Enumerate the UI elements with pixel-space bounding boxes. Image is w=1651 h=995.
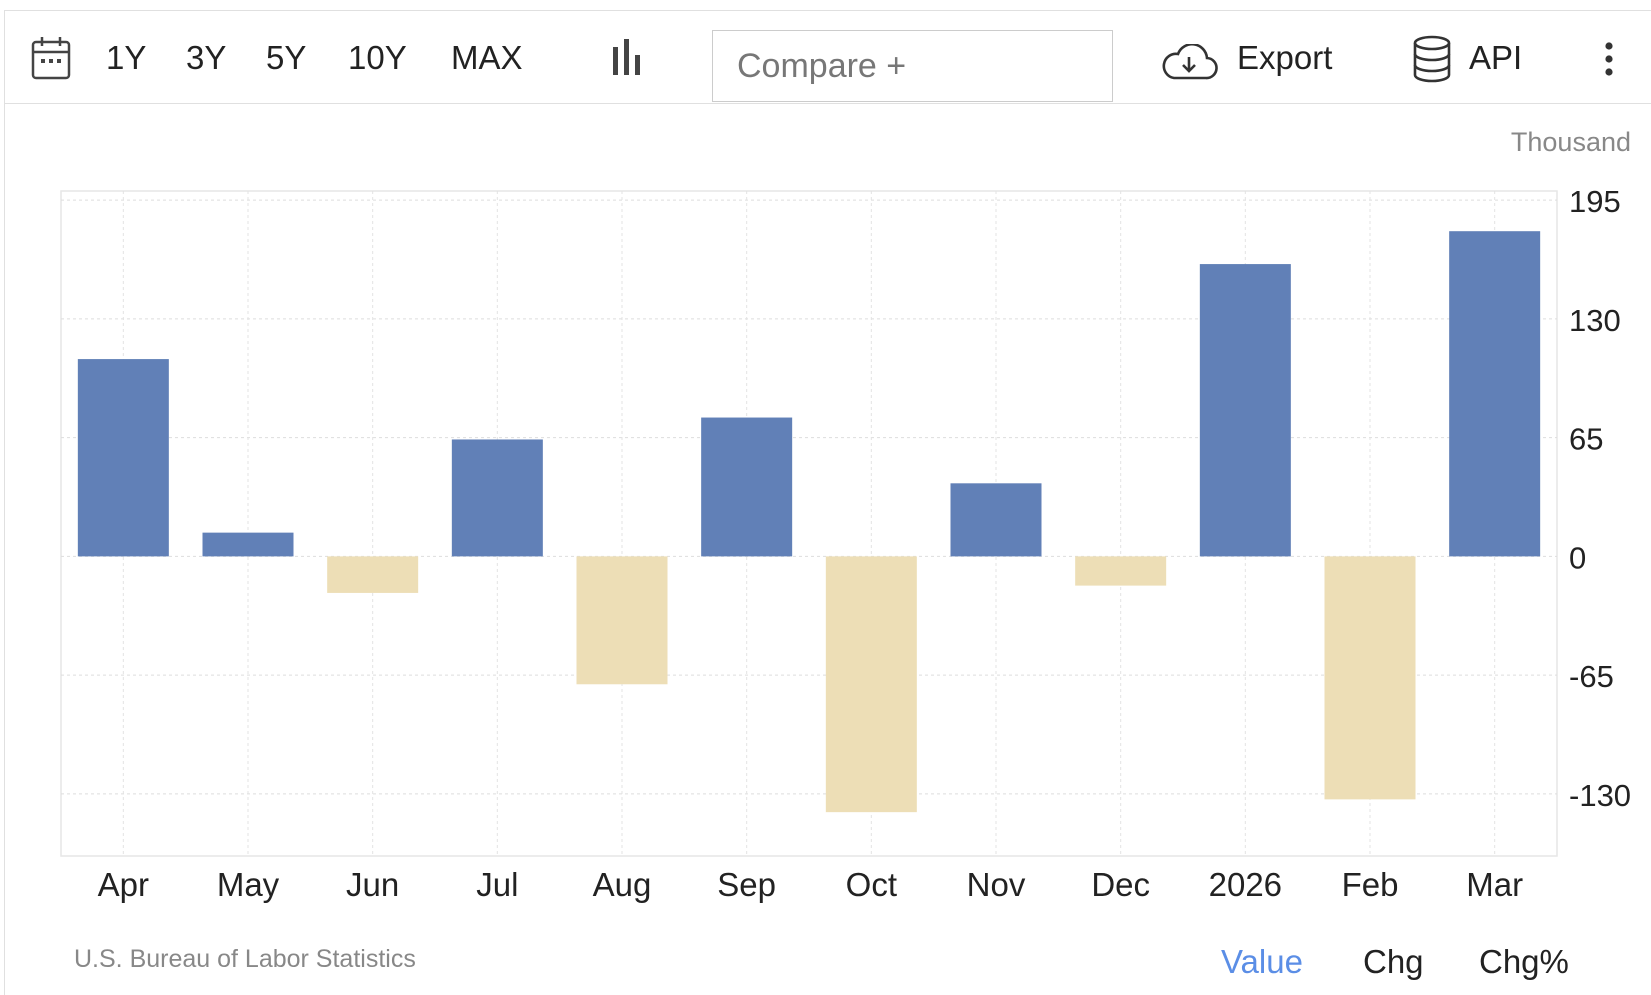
- x-tick-label: Apr: [98, 866, 149, 903]
- range-3y-button[interactable]: 3Y: [186, 39, 227, 76]
- x-tick-label: 2026: [1209, 866, 1282, 903]
- bar: [1324, 556, 1416, 800]
- view-chg-pct-button[interactable]: Chg%: [1479, 943, 1569, 980]
- x-tick-label: Sep: [717, 866, 776, 903]
- chart-type-icon[interactable]: [610, 39, 644, 82]
- x-tick-label: Jun: [346, 866, 399, 903]
- bar: [1449, 231, 1541, 557]
- range-1y-button[interactable]: 1Y: [106, 39, 147, 76]
- bar: [825, 556, 917, 813]
- bar: [701, 417, 793, 557]
- x-tick-label: Feb: [1342, 866, 1399, 903]
- source-label: U.S. Bureau of Labor Statistics: [74, 945, 416, 973]
- y-tick-label: -65: [1569, 659, 1614, 694]
- plot-area: [60, 190, 1558, 857]
- unit-label: Thousand: [1510, 127, 1631, 157]
- view-value-button[interactable]: Value: [1221, 943, 1303, 980]
- export-button[interactable]: Export: [1237, 39, 1333, 76]
- range-5y-button[interactable]: 5Y: [266, 39, 307, 76]
- bar-chart: 195 130 65 0 -65 -130 Apr May Jun Jul Aug Sep Oct Nov…: [60, 184, 1631, 903]
- toolbar: 1Y 3Y 5Y 10Y MAX Export API: [5, 11, 1651, 104]
- y-tick-label: 130: [1569, 303, 1621, 338]
- view-chg-button[interactable]: Chg: [1363, 943, 1424, 980]
- compare-input[interactable]: [713, 31, 1112, 101]
- bar: [327, 556, 419, 593]
- y-tick-label: 0: [1569, 540, 1586, 575]
- x-tick-label: Oct: [846, 866, 897, 903]
- database-icon[interactable]: [1412, 35, 1452, 88]
- x-tick-label: Aug: [593, 866, 652, 903]
- bar: [950, 483, 1042, 557]
- y-tick-label: 65: [1569, 422, 1603, 457]
- bar: [1199, 264, 1291, 557]
- bar: [77, 359, 169, 557]
- x-tick-label: Dec: [1091, 866, 1150, 903]
- compare-field[interactable]: [712, 30, 1113, 102]
- x-tick-label: Mar: [1466, 866, 1523, 903]
- cloud-download-icon[interactable]: [1160, 42, 1218, 85]
- bar: [1075, 556, 1167, 586]
- range-max-button[interactable]: MAX: [451, 39, 523, 76]
- bar: [451, 439, 543, 557]
- calendar-icon[interactable]: [31, 35, 71, 86]
- x-tick-label: Jul: [476, 866, 518, 903]
- x-tick-label: May: [217, 866, 280, 903]
- y-tick-label: 195: [1569, 184, 1621, 219]
- more-options-icon[interactable]: [1603, 41, 1615, 82]
- x-tick-label: Nov: [967, 866, 1026, 903]
- bar: [202, 532, 294, 557]
- widget-frame: [4, 10, 1651, 995]
- api-button[interactable]: API: [1469, 39, 1523, 76]
- y-tick-label: -130: [1569, 778, 1631, 813]
- bar: [576, 556, 668, 685]
- range-10y-button[interactable]: 10Y: [348, 39, 407, 76]
